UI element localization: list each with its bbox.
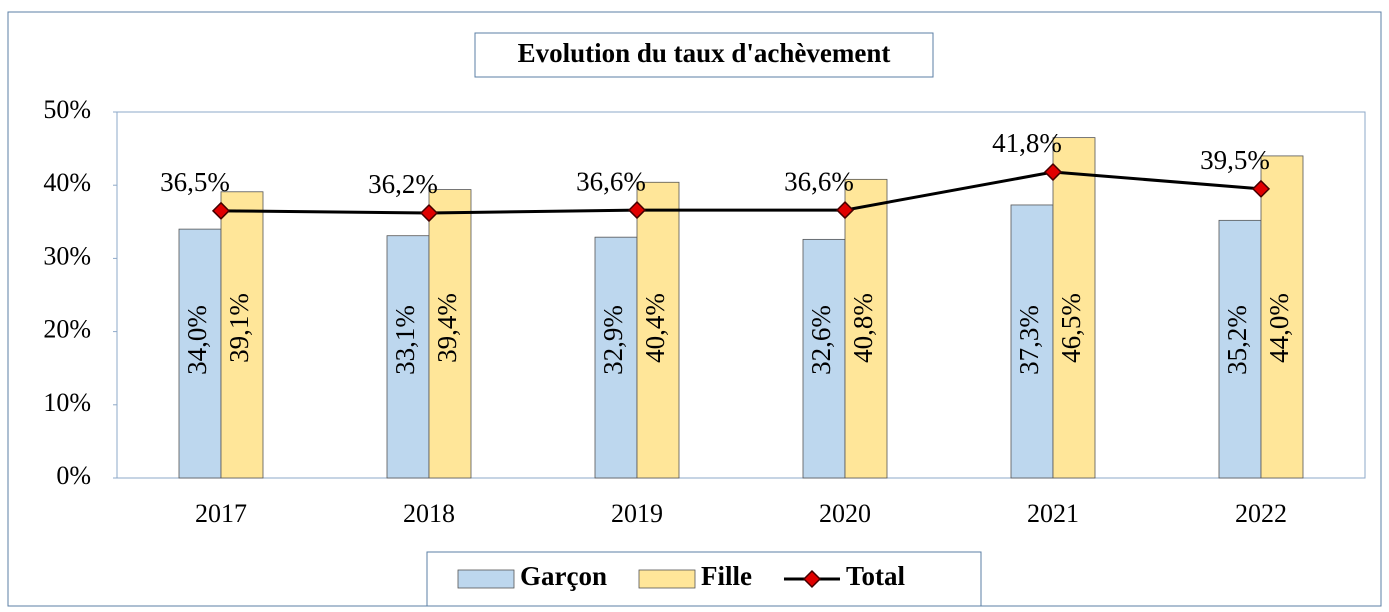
bar	[1052, 137, 1096, 479]
bar	[386, 235, 430, 479]
legend-label: Total	[846, 561, 906, 591]
legend-swatch	[457, 569, 515, 589]
line	[220, 170, 1262, 215]
x-tick-label: 2018	[403, 499, 455, 528]
legend-swatch	[638, 569, 696, 589]
marker	[211, 201, 231, 220]
bar	[428, 189, 472, 479]
bar	[1218, 219, 1262, 479]
bar	[1260, 155, 1304, 479]
data-label: 40,8%	[848, 293, 878, 363]
bar	[636, 181, 680, 479]
marker	[835, 201, 855, 220]
y-tick-label: 40%	[43, 168, 91, 197]
bar	[178, 228, 222, 479]
bar	[1010, 204, 1054, 479]
data-label: 36,2%	[368, 169, 438, 199]
title-box	[474, 32, 934, 78]
data-label: 39,1%	[224, 293, 254, 363]
y-tick-label: 0%	[56, 461, 91, 490]
data-label: 36,5%	[160, 167, 230, 197]
bar	[844, 178, 888, 479]
data-label: 37,3%	[1014, 305, 1044, 375]
data-label: 34,0%	[182, 305, 212, 375]
data-label: 33,1%	[390, 305, 420, 375]
data-label: 40,4%	[640, 293, 670, 363]
x-tick-label: 2022	[1235, 499, 1287, 528]
data-label: 32,9%	[598, 305, 628, 375]
x-tick-label: 2021	[1027, 499, 1079, 528]
y-tick-label: 30%	[43, 241, 91, 270]
data-label: 39,4%	[432, 293, 462, 363]
data-label: 41,8%	[992, 128, 1062, 158]
chart-title: Evolution du taux d'achèvement	[518, 38, 891, 68]
y-tick-label: 20%	[43, 315, 91, 344]
y-tick-label: 50%	[43, 95, 91, 124]
x-tick-label: 2019	[611, 499, 663, 528]
data-label: 36,6%	[576, 166, 646, 196]
bar	[220, 191, 264, 479]
data-label: 36,6%	[784, 166, 854, 196]
bar	[802, 238, 846, 479]
x-tick-label: 2020	[819, 499, 871, 528]
data-label: 39,5%	[1200, 145, 1270, 175]
legend-label: Fille	[701, 561, 752, 591]
marker	[1251, 179, 1271, 198]
data-label: 44,0%	[1264, 293, 1294, 363]
data-label: 32,6%	[806, 305, 836, 375]
marker	[1043, 162, 1063, 182]
legend-marker	[802, 569, 822, 589]
marker	[627, 201, 647, 220]
legend-box	[426, 551, 982, 607]
x-tick-label: 2017	[195, 499, 247, 528]
legend-label: Garçon	[520, 561, 607, 591]
data-label: 35,2%	[1222, 305, 1252, 375]
plot-area	[116, 111, 1366, 479]
y-tick-label: 10%	[43, 388, 91, 417]
marker	[419, 203, 439, 223]
data-label: 46,5%	[1056, 293, 1086, 363]
bar	[594, 236, 638, 479]
